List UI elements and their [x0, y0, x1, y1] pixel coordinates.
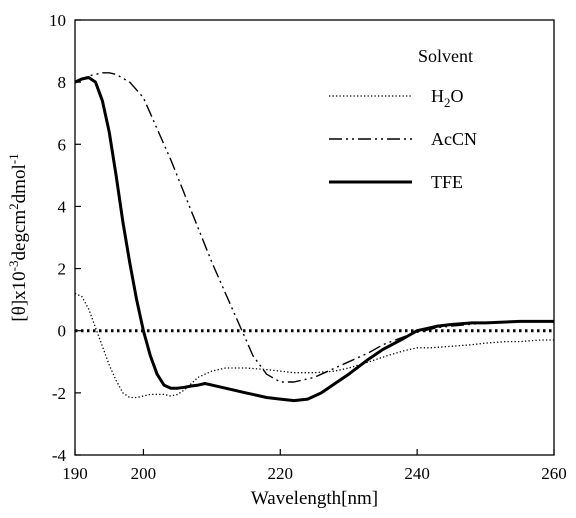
y-axis-label: [θ]x10-3degcm2dmol-1 — [6, 153, 30, 321]
x-tick-label: 240 — [404, 464, 430, 483]
legend-title: Solvent — [418, 46, 473, 66]
legend-label-h2o-tail: O — [451, 86, 464, 106]
legend-label-h2o-sub: 2 — [444, 95, 451, 110]
y-tick-label: 6 — [58, 135, 67, 154]
legend: Solvent H2O AcCN TFE — [329, 46, 477, 192]
y-tick-label: 8 — [58, 73, 67, 92]
x-tick-label: 260 — [541, 464, 567, 483]
legend-label-h2o: H2O — [431, 86, 464, 110]
plot-frame — [74, 19, 555, 456]
series-line-accn — [74, 72, 554, 383]
y-axis-label-exp2: 2 — [6, 203, 21, 210]
series-line-tfe — [74, 76, 554, 403]
y-tick-label: 2 — [58, 260, 67, 279]
x-tick-label: 220 — [268, 464, 294, 483]
x-tick-label: 190 — [62, 464, 88, 483]
y-tick-label: 4 — [58, 197, 67, 216]
y-axis-ticks: -4 -2 0 2 4 6 8 10 — [49, 11, 81, 465]
y-tick-label: 0 — [58, 322, 67, 341]
series-layer — [74, 72, 554, 403]
y-tick-label: -2 — [52, 384, 66, 403]
legend-label-h2o-main: H — [431, 86, 444, 106]
y-axis-label-base: [θ]x10 — [9, 271, 30, 321]
x-axis-label: Wavelength[nm] — [251, 488, 378, 509]
x-axis-ticks: 190 200 220 240 260 — [62, 449, 567, 483]
legend-label-tfe: TFE — [431, 172, 463, 192]
legend-label-accn: AcCN — [431, 129, 477, 149]
y-axis-label-mid: degcm — [9, 210, 30, 261]
y-tick-label: -4 — [52, 446, 67, 465]
y-axis-label-end: dmol — [9, 164, 30, 203]
y-axis-label-exp1: -3 — [6, 260, 21, 271]
plot-area — [74, 19, 555, 456]
series-line-h2o — [74, 292, 554, 399]
y-tick-label: 10 — [49, 11, 66, 30]
x-tick-label: 200 — [131, 464, 157, 483]
y-axis-label-exp3: -1 — [6, 153, 21, 164]
